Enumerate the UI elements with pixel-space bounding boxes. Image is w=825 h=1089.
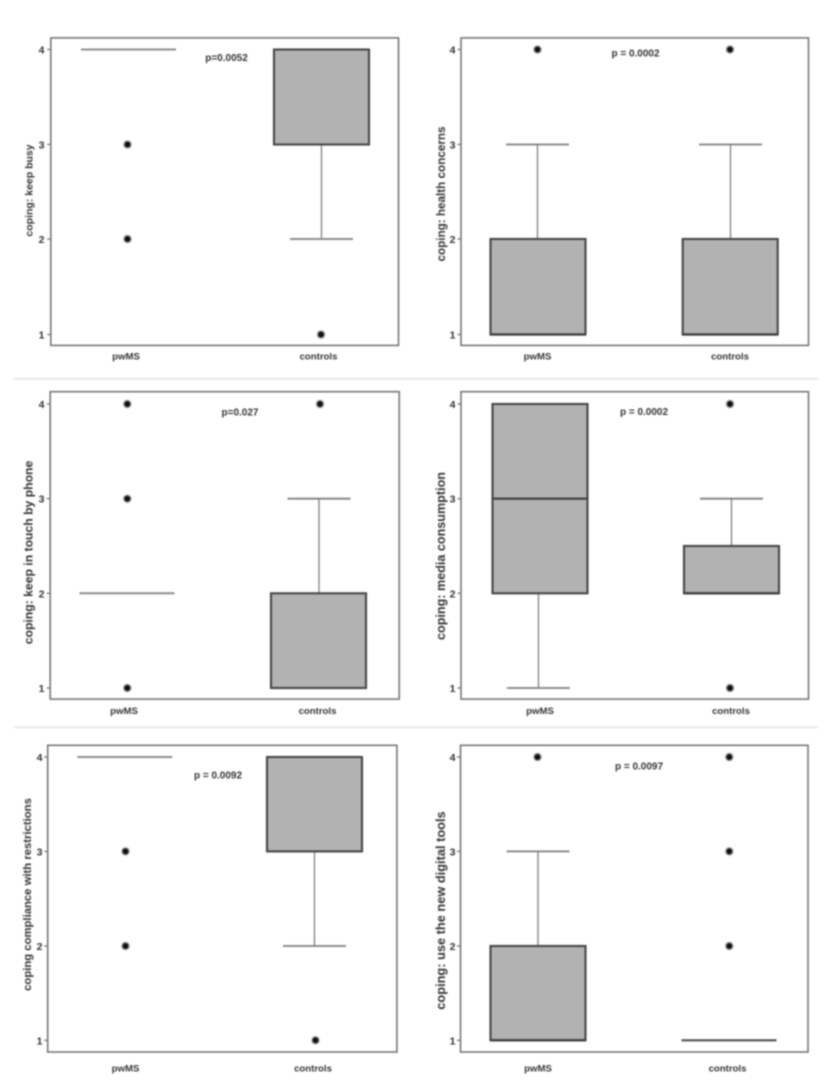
svg-text:4: 4 <box>39 399 45 411</box>
svg-text:pwMS: pwMS <box>524 352 552 363</box>
svg-text:4: 4 <box>37 752 43 764</box>
svg-text:2: 2 <box>450 941 456 953</box>
svg-text:3: 3 <box>39 140 45 152</box>
svg-text:2: 2 <box>39 588 45 600</box>
svg-text:pwMS: pwMS <box>524 1064 552 1075</box>
svg-text:1: 1 <box>450 1035 456 1047</box>
svg-text:1: 1 <box>450 330 456 342</box>
svg-text:2: 2 <box>37 941 43 953</box>
svg-text:coping: health concerns: coping: health concerns <box>435 126 448 262</box>
svg-text:p=0.027: p=0.027 <box>222 408 259 419</box>
svg-text:3: 3 <box>450 846 456 858</box>
svg-text:3: 3 <box>450 494 456 506</box>
svg-text:controls: controls <box>709 1064 747 1075</box>
svg-text:p = 0.0097: p = 0.0097 <box>615 762 664 773</box>
svg-text:controls: controls <box>300 352 338 363</box>
svg-text:controls: controls <box>299 706 337 717</box>
svg-text:controls: controls <box>711 352 749 363</box>
svg-text:3: 3 <box>37 846 43 858</box>
svg-text:1: 1 <box>39 330 45 342</box>
svg-text:4: 4 <box>450 752 456 764</box>
svg-text:p = 0.0002: p = 0.0002 <box>620 407 669 418</box>
svg-text:coping: keep in touch by phone: coping: keep in touch by phone <box>22 461 36 645</box>
svg-text:2: 2 <box>450 234 456 246</box>
svg-text:p=0.0052: p=0.0052 <box>205 53 248 64</box>
svg-text:controls: controls <box>294 1064 332 1075</box>
svg-text:3: 3 <box>39 494 45 506</box>
svg-text:1: 1 <box>450 683 456 695</box>
svg-text:4: 4 <box>39 45 45 57</box>
svg-text:coping: use the new digital to: coping: use the new digital tools <box>433 811 448 1009</box>
svg-text:coping: keep busy: coping: keep busy <box>24 144 36 236</box>
svg-text:2: 2 <box>450 588 456 600</box>
svg-text:4: 4 <box>450 45 456 57</box>
svg-text:2: 2 <box>39 234 45 246</box>
svg-text:pwMS: pwMS <box>112 352 140 363</box>
svg-text:coping: media consumption: coping: media consumption <box>434 472 448 640</box>
svg-text:p = 0.0002: p = 0.0002 <box>611 49 660 60</box>
svg-text:controls: controls <box>712 706 750 717</box>
svg-text:4: 4 <box>450 399 456 411</box>
svg-text:3: 3 <box>450 140 456 152</box>
svg-text:coping compliance with restric: coping compliance with restrictions <box>22 798 34 991</box>
svg-text:1: 1 <box>39 683 45 695</box>
svg-text:1: 1 <box>37 1035 43 1047</box>
svg-text:pwMS: pwMS <box>526 706 554 717</box>
svg-text:pwMS: pwMS <box>110 706 138 717</box>
svg-text:p = 0.0092: p = 0.0092 <box>194 771 243 782</box>
svg-text:pwMS: pwMS <box>112 1064 140 1075</box>
